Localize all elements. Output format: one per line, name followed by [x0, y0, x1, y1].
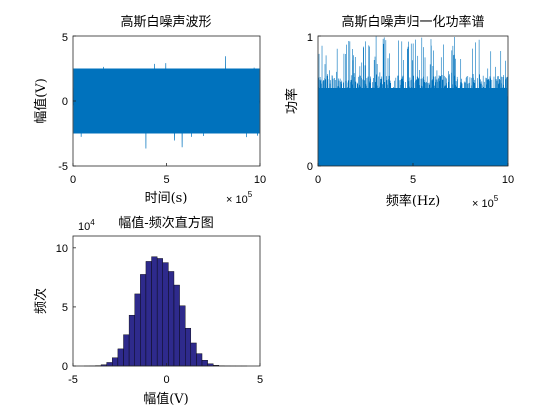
histogram-y-exponent: 104: [78, 218, 95, 233]
histogram-ticks: [72, 247, 261, 367]
spectrum-y-tick-label: 0: [307, 161, 313, 173]
histogram-bar: [173, 284, 180, 367]
histogram-bar: [162, 262, 169, 367]
waveform-y-tick-label: 5: [62, 32, 68, 44]
spectrum-title: 高斯白噪声归一化功率谱: [341, 14, 484, 30]
waveform-signal: [73, 56, 260, 149]
waveform-x-tick-label: 10: [254, 174, 266, 186]
histogram-x-label: 幅值(V): [143, 391, 189, 407]
waveform-y-tick-label: 0: [62, 96, 68, 108]
subplot-waveform: 高斯白噪声波形 5 0 -5 0 5 10 × 105 时间(s) 幅值(V): [33, 14, 266, 206]
waveform-band: [73, 68, 260, 134]
spectrum-signal: [318, 36, 508, 166]
histogram-bar: [179, 305, 186, 367]
histogram-bar: [106, 362, 113, 367]
waveform-x-tick-label: 0: [70, 174, 76, 186]
histogram-x-tick-label: -5: [68, 374, 78, 386]
spectrum-x-label: 频率(Hz): [386, 193, 440, 209]
histogram-bar: [123, 334, 130, 367]
histogram-bar: [156, 258, 163, 367]
subplot-histogram: 104 幅值-频次直方图 10 5 0 -5 0 5 幅值(V) 频次: [33, 215, 263, 407]
histogram-bar: [112, 357, 119, 367]
histogram-bars: [84, 256, 248, 367]
histogram-bar: [134, 293, 141, 367]
histogram-title: 幅值-频次直方图: [118, 215, 213, 231]
histogram-bar: [117, 348, 124, 367]
spectrum-y-tick-label: 1: [307, 32, 313, 44]
subplot-spectrum: 高斯白噪声归一化功率谱 1 0 0 5 10 × 105 频率(Hz) 功率: [284, 14, 514, 210]
histogram-bar: [168, 271, 175, 367]
histogram-bar: [151, 256, 158, 367]
histogram-bar: [140, 274, 147, 367]
histogram-bar: [196, 353, 203, 367]
spectrum-band: [318, 88, 508, 166]
histogram-bar: [128, 314, 135, 367]
histogram-y-label: 频次: [33, 288, 49, 314]
spectrum-x-tick-label: 5: [410, 174, 416, 186]
spectrum-x-tick-label: 0: [315, 174, 321, 186]
waveform-x-tick-label: 5: [163, 174, 169, 186]
spectrum-x-tick-label: 10: [502, 174, 514, 186]
histogram-y-tick-label: 10: [56, 243, 68, 255]
waveform-y-tick-label: -5: [58, 161, 68, 173]
spectrum-y-label: 功率: [284, 88, 300, 114]
waveform-title: 高斯白噪声波形: [120, 14, 211, 30]
histogram-y-tick-label: 5: [62, 302, 68, 314]
spectrum-ticks: [317, 35, 509, 167]
histogram-bar: [201, 360, 208, 367]
histogram-bar: [190, 342, 197, 367]
waveform-ticks: [72, 35, 261, 167]
spectrum-x-exponent: × 105: [472, 194, 499, 210]
histogram-y-tick-label: 0: [62, 361, 68, 373]
histogram-x-tick-label: 5: [257, 374, 263, 386]
waveform-x-exponent: × 105: [226, 190, 253, 206]
waveform-y-label: 幅值(V): [33, 78, 49, 124]
histogram-bar: [184, 327, 192, 367]
waveform-x-label: 时间(s): [145, 191, 188, 206]
histogram-bar: [145, 261, 152, 367]
histogram-x-tick-label: 0: [163, 374, 169, 386]
